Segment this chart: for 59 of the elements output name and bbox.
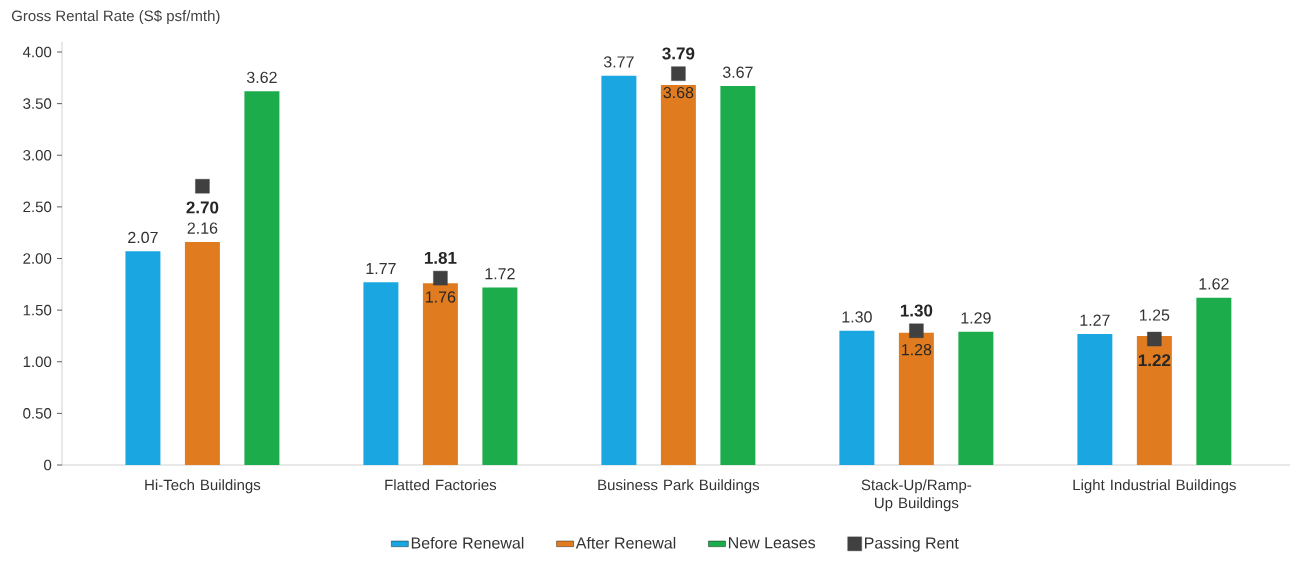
y-tick-label: 4.00 <box>22 46 52 58</box>
y-tick-label: 2.00 <box>23 253 52 264</box>
x-tick-label: Business Park Buildings <box>598 479 760 494</box>
data-label: 1.22 <box>1138 354 1171 367</box>
data-label: 1.30 <box>900 304 933 317</box>
legend-label: New Leases <box>728 537 816 549</box>
bar <box>660 85 696 465</box>
bar <box>184 241 220 465</box>
y-axis-title: Gross Rental Rate (S$ psf/mth) <box>11 9 220 25</box>
bar <box>1077 333 1113 465</box>
data-label: 2.16 <box>187 222 218 234</box>
point <box>195 179 210 194</box>
data-label: 3.68 <box>663 86 694 99</box>
x-tick-label: Light Industrial Buildings <box>1073 479 1236 494</box>
y-tick-label: 3.50 <box>23 98 52 109</box>
point <box>433 270 448 286</box>
data-label: 3.62 <box>246 71 277 84</box>
data-label: 1.27 <box>1080 314 1110 326</box>
data-label: 1.81 <box>424 251 457 264</box>
bar <box>839 330 875 465</box>
bar <box>601 75 637 465</box>
y-tick-label: 0 <box>44 459 52 471</box>
legend-label: After Renewal <box>575 536 676 549</box>
data-label: 3.67 <box>722 66 753 78</box>
point <box>671 66 686 81</box>
bar <box>244 91 280 465</box>
bar <box>1196 297 1232 465</box>
bar <box>363 282 399 465</box>
data-label: 3.79 <box>662 47 695 60</box>
x-tick-label: Flatted Factories <box>385 479 497 491</box>
data-label: 1.62 <box>1199 278 1229 290</box>
bar <box>125 251 161 465</box>
bar <box>958 331 994 465</box>
data-label: 3.77 <box>603 56 634 68</box>
y-tick-label: 1.00 <box>23 356 52 368</box>
data-label: 1.72 <box>485 268 515 280</box>
bar <box>898 332 934 465</box>
data-label: 1.77 <box>366 263 396 275</box>
data-label: 1.25 <box>1140 309 1170 321</box>
point <box>1147 331 1162 347</box>
point <box>909 323 924 338</box>
y-tick-label: 0.50 <box>23 408 52 419</box>
data-label: 1.30 <box>842 311 872 323</box>
bar <box>1136 335 1172 465</box>
bar <box>422 283 458 465</box>
legend-label: Passing Rent <box>865 536 959 552</box>
bar <box>482 287 518 465</box>
bar <box>720 86 756 465</box>
data-label: 2.70 <box>186 201 219 214</box>
y-tick-label: 2.50 <box>23 201 52 213</box>
y-tick-label: 1.50 <box>23 304 52 316</box>
legend-label: Before Renewal <box>411 536 524 549</box>
x-tick-label: Stack-Up/Ramp-Up Buildings <box>861 479 972 512</box>
data-label: 2.07 <box>128 231 158 244</box>
x-tick-label: Hi-Tech Buildings <box>145 479 261 494</box>
y-tick-label: 3.00 <box>23 149 52 161</box>
data-label: 1.29 <box>961 312 991 324</box>
data-label: 1.76 <box>426 291 456 303</box>
data-label: 1.28 <box>902 343 932 356</box>
